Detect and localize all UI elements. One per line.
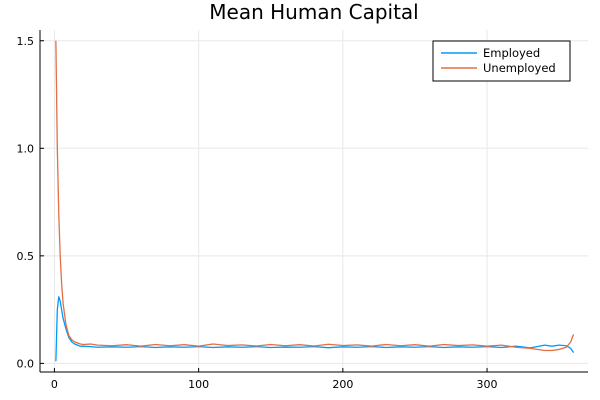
- x-tick-label: 0: [51, 378, 58, 391]
- x-tick-label: 300: [477, 378, 498, 391]
- chart-title: Mean Human Capital: [209, 0, 418, 24]
- legend-box: [432, 40, 571, 82]
- x-tick-label: 200: [332, 378, 353, 391]
- axes: [39, 30, 588, 373]
- series-line-unemployed: [55, 40, 575, 352]
- legend-label: Unemployed: [483, 61, 556, 75]
- y-tick-label: 0.5: [17, 250, 35, 263]
- legend-label: Employed: [483, 46, 540, 60]
- y-tick-label: 1.5: [17, 35, 35, 48]
- grid: [40, 30, 588, 372]
- tick-labels: 0 100 200 300 0.0 0.5 1.0 1.5: [17, 35, 498, 391]
- y-tick-label: 1.0: [17, 142, 35, 155]
- series-line-employed: [55, 296, 575, 362]
- series-lines: [55, 40, 575, 362]
- y-tick-label: 0.0: [17, 357, 35, 370]
- x-tick-label: 100: [188, 378, 209, 391]
